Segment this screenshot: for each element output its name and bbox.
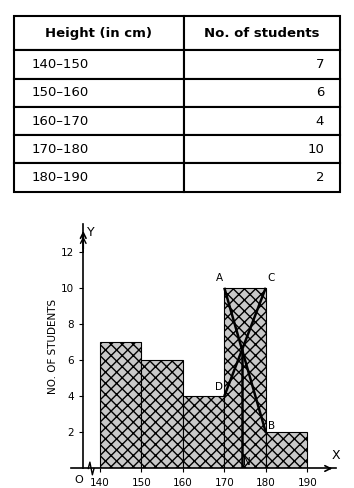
Text: D: D (215, 382, 223, 392)
Bar (100, 342, 141, 468)
Text: O: O (75, 475, 84, 485)
Bar (224, 288, 266, 468)
Text: C: C (268, 273, 275, 283)
Text: N: N (243, 457, 251, 467)
Bar (141, 360, 183, 468)
Text: A: A (216, 273, 223, 283)
Text: X: X (331, 449, 340, 462)
Text: B: B (268, 421, 275, 430)
Text: Y: Y (87, 226, 94, 239)
Bar (266, 432, 307, 468)
Y-axis label: NO. OF STUDENTS: NO. OF STUDENTS (48, 299, 58, 394)
Bar (183, 396, 224, 468)
